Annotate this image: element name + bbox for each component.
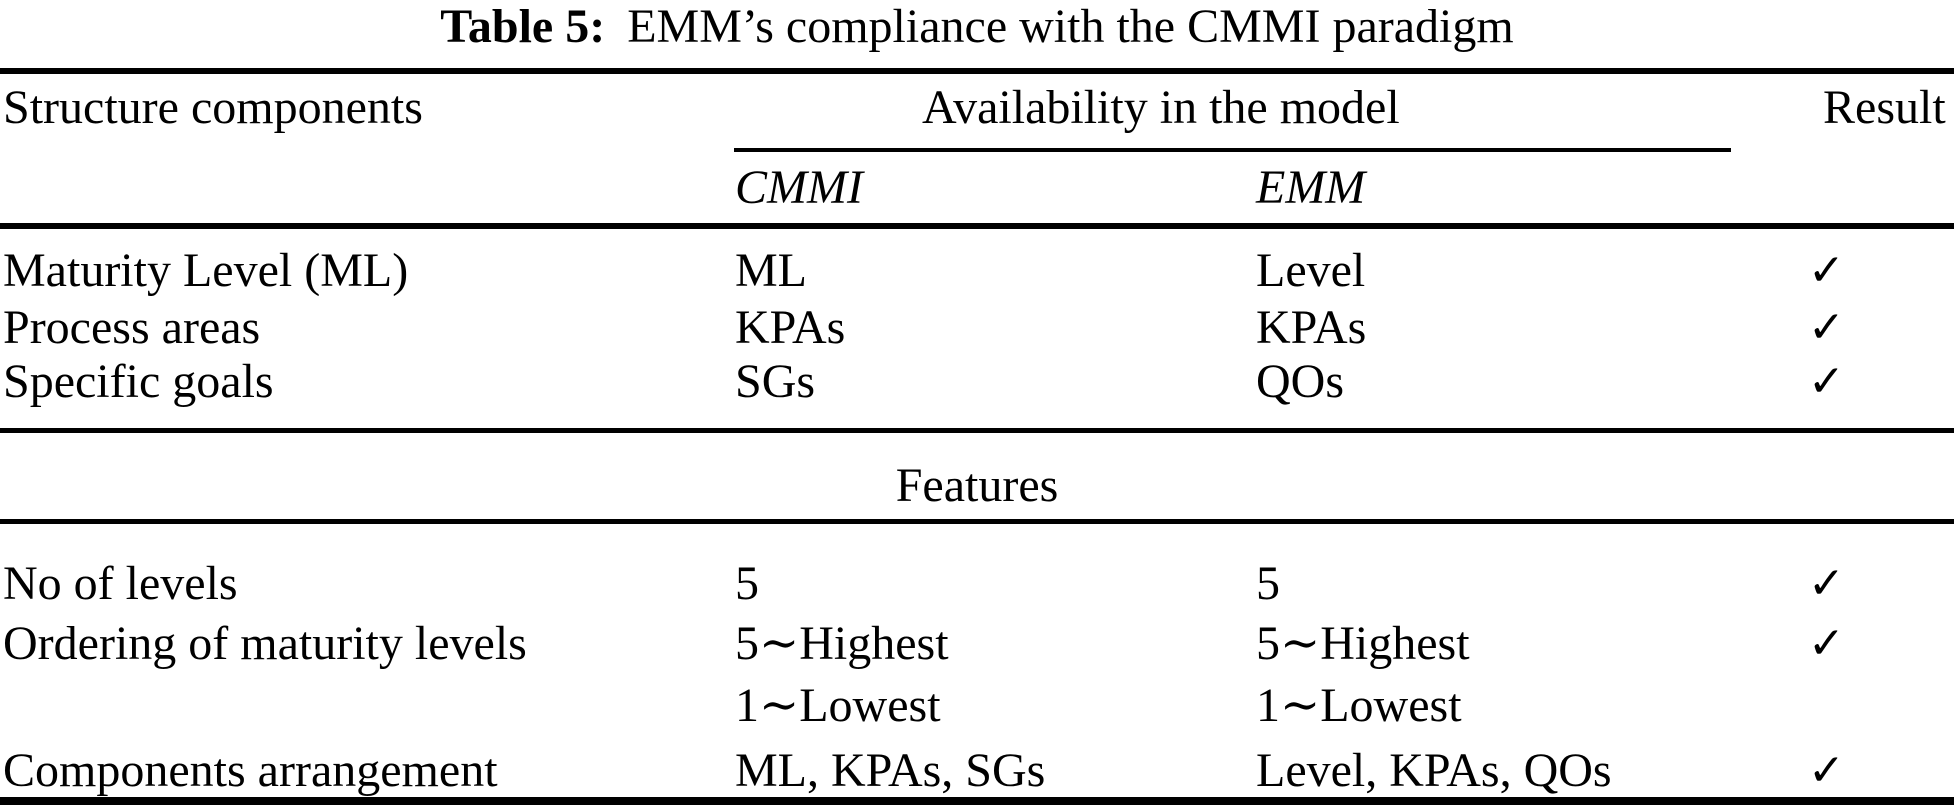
cell-cmmi: 5	[735, 557, 759, 610]
table-row: Maturity Level (ML) ML Level ✓	[0, 247, 1954, 299]
table-row: Process areas KPAs KPAs ✓	[0, 304, 1954, 356]
cell-cmmi: SGs	[735, 355, 816, 408]
checkmark-icon: ✓	[1808, 745, 1845, 796]
cell-component: Ordering of maturity levels	[3, 617, 527, 670]
cell-component: Components arrangement	[3, 744, 498, 797]
table-row-continuation: 1∼Lowest 1∼Lowest	[0, 682, 1954, 734]
table-row: Ordering of maturity levels 5∼Highest 5∼…	[0, 620, 1954, 672]
checkmark-icon: ✓	[1808, 302, 1845, 353]
column-header-structure: Structure components	[3, 81, 423, 134]
column-header-emm: EMM	[1256, 161, 1366, 214]
cell-component: Specific goals	[3, 355, 274, 408]
table-row: Components arrangement ML, KPAs, SGs Lev…	[0, 747, 1954, 799]
checkmark-icon: ✓	[1808, 558, 1845, 609]
cell-emm: Level	[1256, 244, 1366, 297]
column-group-availability: Availability in the model	[922, 81, 1400, 134]
cell-cmmi: 5∼Highest	[735, 617, 949, 670]
cell-emm: 5∼Highest	[1256, 617, 1470, 670]
column-header-result: Result	[1823, 81, 1946, 134]
header-row: Structure components Availability in the…	[0, 84, 1954, 136]
section-separator-rule	[0, 428, 1954, 433]
cell-cmmi: ML	[735, 244, 807, 297]
cell-component: Maturity Level (ML)	[3, 244, 409, 297]
caption-label: Table 5:	[440, 0, 606, 53]
bottom-rule	[0, 797, 1954, 805]
table-row: Specific goals SGs QOs ✓	[0, 358, 1954, 410]
cell-emm: KPAs	[1256, 301, 1367, 354]
cell-emm: 1∼Lowest	[1256, 679, 1462, 732]
top-rule	[0, 68, 1954, 74]
availability-group-rule	[734, 148, 1731, 152]
cell-emm: 5	[1256, 557, 1280, 610]
subheader-row: CMMI EMM	[0, 164, 1954, 216]
cell-emm: Level, KPAs, QOs	[1256, 744, 1612, 797]
table-caption: Table 5: EMM’s compliance with the CMMI p…	[0, 3, 1954, 51]
column-header-cmmi: CMMI	[735, 161, 863, 214]
cell-cmmi: 1∼Lowest	[735, 679, 941, 732]
cell-component: No of levels	[3, 557, 238, 610]
checkmark-icon: ✓	[1808, 245, 1845, 296]
cell-component: Process areas	[3, 301, 261, 354]
table-row: No of levels 5 5 ✓	[0, 560, 1954, 612]
features-section-title: Features	[895, 459, 1059, 512]
checkmark-icon: ✓	[1808, 356, 1845, 407]
checkmark-icon: ✓	[1808, 618, 1845, 669]
cell-emm: QOs	[1256, 355, 1345, 408]
section-separator-rule	[0, 519, 1954, 524]
header-separator-rule	[0, 223, 1954, 229]
cell-cmmi: ML, KPAs, SGs	[735, 744, 1046, 797]
caption-text: EMM’s compliance with the CMMI paradigm	[627, 0, 1514, 53]
cell-cmmi: KPAs	[735, 301, 846, 354]
